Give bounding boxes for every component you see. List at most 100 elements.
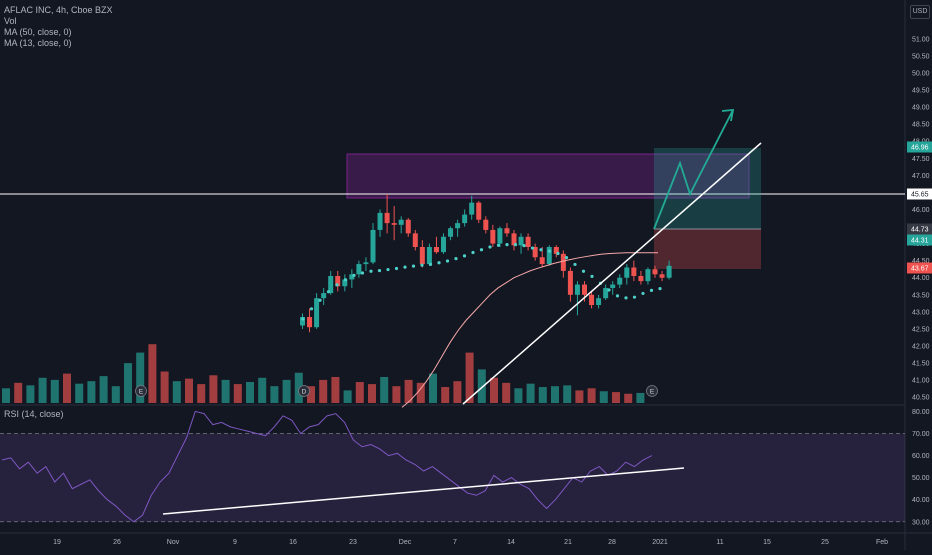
candle-body bbox=[645, 269, 651, 282]
candle-body bbox=[426, 247, 432, 265]
rsi-tick-label[interactable]: 80.00 bbox=[912, 409, 930, 416]
rsi-tick-label[interactable]: 30.00 bbox=[912, 519, 930, 526]
volume-bar bbox=[502, 382, 511, 403]
candle-body bbox=[518, 236, 524, 246]
price-tick-label[interactable]: 49.50 bbox=[912, 88, 930, 95]
volume-legend[interactable]: Vol bbox=[4, 16, 17, 26]
price-label-text: 44.73 bbox=[911, 227, 929, 234]
price-tick-label[interactable]: 50.00 bbox=[912, 70, 930, 77]
rsi-legend[interactable]: RSI (14, close) bbox=[4, 409, 64, 419]
rsi-trendline bbox=[162, 467, 685, 515]
chart-legend: AFLAC INC, 4h, Cboe BZX Vol MA (50, clos… bbox=[4, 5, 113, 49]
volume-bar bbox=[282, 379, 291, 403]
time-tick-label[interactable]: 16 bbox=[289, 539, 297, 546]
price-tick-label[interactable]: 47.00 bbox=[912, 173, 930, 180]
time-tick-label[interactable]: 23 bbox=[349, 539, 357, 546]
price-tick-label[interactable]: 41.00 bbox=[912, 378, 930, 385]
price-label-box bbox=[907, 223, 932, 235]
price-label-box bbox=[907, 262, 932, 274]
candle-body bbox=[589, 294, 595, 306]
volume-bar bbox=[453, 381, 462, 403]
ma13-dot bbox=[624, 296, 628, 300]
ma13-dot bbox=[488, 245, 492, 249]
price-tick-label[interactable]: 42.00 bbox=[912, 343, 930, 350]
projection-arrowhead bbox=[721, 108, 735, 122]
candle-body bbox=[567, 270, 573, 295]
volume-bar bbox=[148, 344, 157, 403]
volume-bar bbox=[270, 386, 279, 403]
volume-bar bbox=[392, 386, 401, 403]
ma13-dot bbox=[564, 255, 569, 260]
volume-bar bbox=[538, 387, 547, 403]
volume-bar bbox=[575, 390, 584, 403]
price-tick-label[interactable]: 46.00 bbox=[912, 207, 930, 214]
ma50-line bbox=[401, 252, 658, 408]
volume-bar bbox=[477, 369, 486, 403]
volume-bar bbox=[99, 376, 108, 403]
price-tick-label[interactable]: 41.50 bbox=[912, 361, 930, 368]
rsi-line bbox=[1, 410, 653, 523]
ma13-legend[interactable]: MA (13, close, 0) bbox=[4, 38, 72, 48]
event-marker bbox=[135, 385, 147, 397]
rsi-tick-label[interactable]: 70.00 bbox=[912, 431, 930, 438]
candle-body bbox=[307, 316, 313, 328]
rsi-tick-label[interactable]: 40.00 bbox=[912, 497, 930, 504]
candle-body bbox=[631, 267, 637, 277]
time-tick-label[interactable]: 15 bbox=[763, 539, 771, 546]
time-tick-label[interactable]: 25 bbox=[821, 539, 829, 546]
time-tick-label[interactable]: Dec bbox=[399, 539, 412, 546]
price-tick-label[interactable]: 49.00 bbox=[912, 105, 930, 112]
price-tick-label[interactable]: 47.50 bbox=[912, 156, 930, 163]
ma13-dot bbox=[505, 243, 509, 247]
ma13-dot bbox=[377, 268, 382, 273]
price-tick-label[interactable]: 48.50 bbox=[912, 122, 930, 129]
volume-bar bbox=[343, 390, 352, 403]
price-tick-label[interactable]: 44.50 bbox=[912, 258, 930, 265]
rsi-tick-label[interactable]: 50.00 bbox=[912, 475, 930, 482]
time-tick-label[interactable]: 7 bbox=[453, 539, 457, 546]
candle-body bbox=[433, 247, 439, 253]
volume-bar bbox=[50, 379, 59, 403]
price-tick-label[interactable]: 50.50 bbox=[912, 53, 930, 60]
time-tick-label[interactable]: Feb bbox=[876, 539, 888, 546]
price-tick-label[interactable]: 44.00 bbox=[912, 275, 930, 282]
ma13-dot bbox=[318, 298, 322, 302]
time-tick-label[interactable]: 21 bbox=[564, 539, 572, 546]
time-tick-label[interactable]: 11 bbox=[716, 539, 723, 546]
time-tick-label[interactable]: 26 bbox=[113, 539, 121, 546]
ma13-dot bbox=[411, 264, 416, 268]
price-tick-label[interactable]: 43.50 bbox=[912, 292, 930, 299]
candle-body bbox=[328, 276, 334, 294]
volume-bar bbox=[160, 371, 169, 403]
ma13-dot bbox=[496, 243, 501, 247]
time-tick-label[interactable]: 28 bbox=[608, 539, 616, 546]
ma13-dot bbox=[403, 265, 407, 269]
ma13-dot bbox=[658, 287, 662, 291]
ma13-dot bbox=[420, 263, 424, 267]
ma50-legend[interactable]: MA (50, close, 0) bbox=[4, 27, 72, 37]
symbol-title[interactable]: AFLAC INC, 4h, Cboe BZX bbox=[4, 5, 113, 15]
volume-bar bbox=[612, 392, 620, 403]
price-tick-label[interactable]: 40.50 bbox=[912, 395, 930, 402]
ma13-dot bbox=[343, 278, 348, 282]
volume-bar bbox=[26, 385, 35, 403]
price-tick-label[interactable]: 51.00 bbox=[912, 36, 930, 43]
candle-body bbox=[441, 236, 446, 253]
volume-bar bbox=[636, 392, 645, 403]
time-tick-label[interactable]: 14 bbox=[507, 539, 515, 546]
rsi-tick-label[interactable]: 60.00 bbox=[912, 453, 930, 460]
event-marker-label: E bbox=[650, 389, 655, 396]
time-tick-label[interactable]: Nov bbox=[167, 539, 180, 546]
time-tick-label[interactable]: 9 bbox=[233, 539, 237, 546]
currency-label[interactable]: USD bbox=[910, 5, 930, 19]
candle-body bbox=[483, 219, 489, 230]
time-tick-label[interactable]: 19 bbox=[53, 539, 61, 546]
ma13-dot bbox=[437, 261, 441, 265]
candle-body bbox=[476, 202, 482, 220]
volume-bar bbox=[258, 377, 267, 403]
price-tick-label[interactable]: 42.50 bbox=[912, 326, 930, 333]
time-tick-label[interactable]: 2021 bbox=[652, 539, 668, 546]
price-tick-label[interactable]: 43.00 bbox=[912, 309, 930, 316]
